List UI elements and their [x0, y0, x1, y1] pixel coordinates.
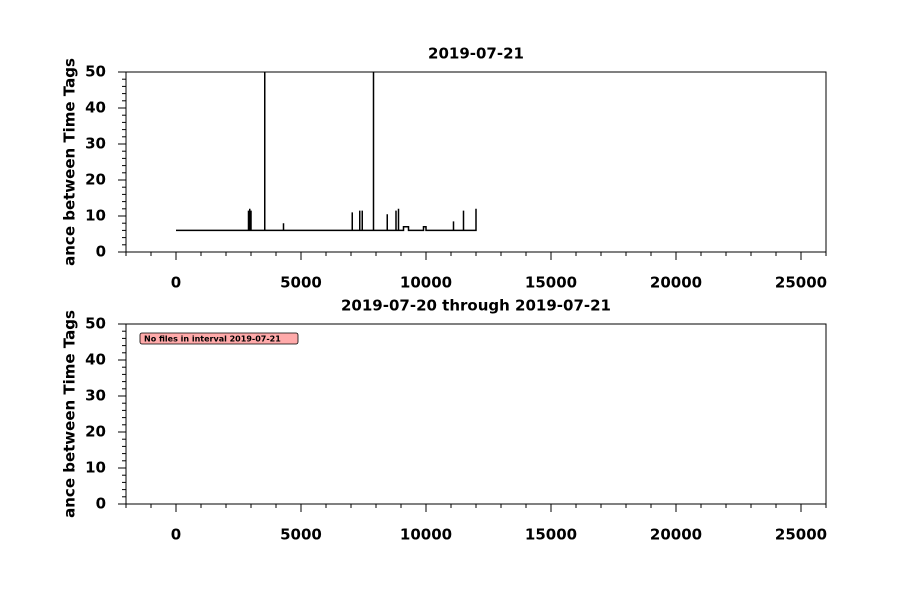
chart-title: 2019-07-20 through 2019-07-21 [341, 297, 611, 315]
y-axis-label: ance between Time Tags [61, 58, 79, 266]
x-tick-label: 20000 [650, 526, 702, 544]
y-tick-label: 40 [85, 351, 106, 369]
x-tick-label: 25000 [775, 274, 827, 292]
y-tick-label: 40 [85, 99, 106, 117]
x-tick-label: 0 [171, 274, 181, 292]
plot-frame [125, 323, 827, 505]
y-tick-label: 10 [85, 459, 106, 477]
y-tick-label: 0 [96, 243, 106, 261]
y-axis-label: ance between Time Tags [61, 310, 79, 518]
chart: 2019-07-20 through 2019-07-21 ance betwee… [61, 297, 828, 544]
annotation: No files in interval 2019-07-21 [144, 335, 281, 344]
y-tick-label: 10 [85, 207, 106, 225]
y-tick-label: 30 [85, 387, 106, 405]
y-tick-label: 50 [85, 315, 106, 333]
y-tick-label: 30 [85, 135, 106, 153]
y-tick-label: 20 [85, 423, 106, 441]
x-tick-label: 15000 [525, 526, 577, 544]
x-tick-label: 0 [171, 526, 181, 544]
x-tick-label: 5000 [280, 526, 322, 544]
x-tick-label: 15000 [525, 274, 577, 292]
y-tick-label: 20 [85, 171, 106, 189]
x-tick-label: 10000 [400, 526, 452, 544]
annotation-box [139, 332, 299, 345]
x-tick-label: 25000 [775, 526, 827, 544]
data-line [176, 72, 477, 232]
x-tick-label: 10000 [400, 274, 452, 292]
chart-title: 2019-07-21 [428, 45, 524, 63]
y-tick-label: 0 [96, 495, 106, 513]
x-tick-label: 20000 [650, 274, 702, 292]
y-tick-label: 50 [85, 63, 106, 81]
x-tick-label: 5000 [280, 274, 322, 292]
chart: 2019-07-21 ance between Time Tags 0 10 20 30 4… [61, 45, 828, 292]
